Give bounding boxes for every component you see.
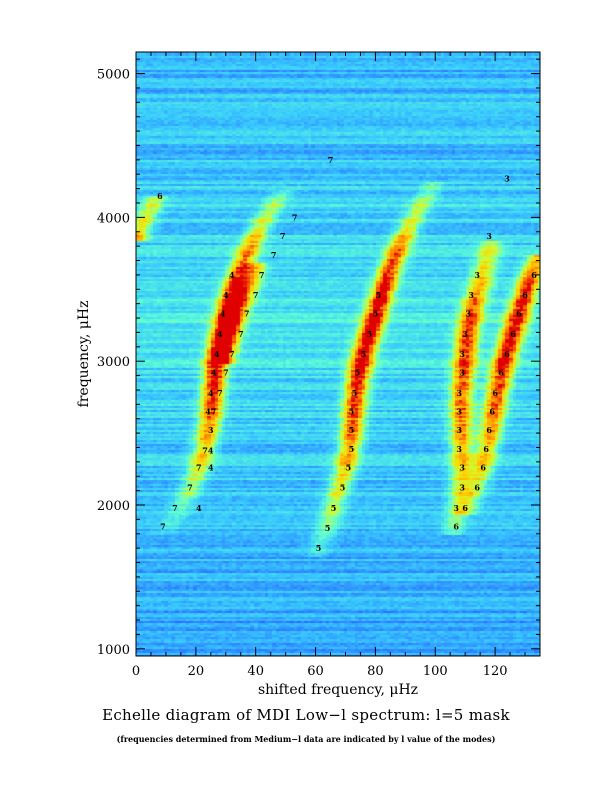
mode-label: 74 bbox=[202, 445, 214, 455]
mode-label: 6 bbox=[504, 349, 510, 359]
echelle-heatmap bbox=[136, 52, 540, 656]
mode-label: 7 bbox=[292, 212, 298, 222]
mode-label: 6 bbox=[474, 483, 480, 493]
mode-label: 3 bbox=[462, 329, 468, 339]
y-axis-title: frequency, μHz bbox=[76, 301, 92, 408]
chart-subtitle: (frequencies determined from Medium−l da… bbox=[116, 734, 496, 744]
mode-label: 6 bbox=[462, 503, 468, 513]
mode-label: 6 bbox=[486, 425, 492, 435]
mode-label: 3 bbox=[456, 444, 462, 454]
chart-title: Echelle diagram of MDI Low−l spectrum: l… bbox=[102, 706, 510, 724]
mode-label: 3 bbox=[465, 309, 471, 319]
mode-label: 6 bbox=[531, 270, 537, 280]
mode-label: 5 bbox=[349, 407, 355, 417]
x-tick-label: 80 bbox=[367, 664, 384, 679]
x-tick-label: 0 bbox=[132, 664, 140, 679]
y-tick-label: 4000 bbox=[97, 211, 130, 226]
mode-label: 6 bbox=[522, 290, 528, 300]
mode-label: 5 bbox=[355, 368, 361, 378]
mode-label: 6 bbox=[453, 522, 459, 532]
mode-label: 7 bbox=[328, 155, 334, 165]
mode-label: 7 bbox=[259, 270, 265, 280]
x-tick-label: 40 bbox=[247, 664, 264, 679]
x-tick-label: 100 bbox=[423, 664, 448, 679]
mode-label: 4 bbox=[223, 290, 229, 300]
plot-frame bbox=[135, 51, 541, 657]
mode-label: 4 bbox=[217, 329, 223, 339]
mode-label: 5 bbox=[349, 444, 355, 454]
mode-label: 6 bbox=[498, 368, 504, 378]
mode-label: 6 bbox=[510, 329, 516, 339]
mode-label: 7 bbox=[196, 463, 202, 473]
mode-label: 3 bbox=[474, 270, 480, 280]
mode-label: 5 bbox=[346, 463, 352, 473]
mode-label: 3 bbox=[456, 388, 462, 398]
mode-label: 5 bbox=[367, 329, 373, 339]
mode-label: 3 bbox=[459, 368, 465, 378]
mode-label: 6 bbox=[489, 407, 495, 417]
y-tick-label: 1000 bbox=[97, 643, 130, 658]
mode-label: 5 bbox=[325, 523, 331, 533]
y-tick-label: 5000 bbox=[97, 68, 130, 83]
mode-label: 5 bbox=[361, 349, 367, 359]
mode-label: 47 bbox=[205, 407, 216, 417]
mode-label: 7 bbox=[172, 503, 178, 513]
mode-label: 5 bbox=[352, 388, 358, 398]
mode-label: 3 bbox=[468, 290, 474, 300]
mode-label: 4 bbox=[214, 349, 220, 359]
mode-label: 7 bbox=[229, 349, 235, 359]
mode-label: 4 bbox=[211, 368, 217, 378]
mode-label: 7 bbox=[244, 309, 250, 319]
mode-label: 3 bbox=[459, 349, 465, 359]
mode-label: 5 bbox=[316, 543, 322, 553]
mode-label: 5 bbox=[340, 483, 346, 493]
mode-label: 7 bbox=[280, 231, 286, 241]
mode-label: 3 bbox=[456, 407, 462, 417]
mode-label: 6 bbox=[157, 191, 163, 201]
mode-label: 3 bbox=[208, 425, 214, 435]
mode-label: 6 bbox=[516, 309, 522, 319]
y-tick-label: 3000 bbox=[97, 355, 130, 370]
mode-label: 5 bbox=[376, 290, 382, 300]
mode-label: 3 bbox=[486, 231, 492, 241]
x-tick-label: 20 bbox=[188, 664, 205, 679]
x-tick-label: 60 bbox=[307, 664, 324, 679]
mode-label: 7 bbox=[217, 388, 223, 398]
mode-label: 3 bbox=[453, 503, 459, 513]
mode-label: 3 bbox=[456, 425, 462, 435]
mode-label: 5 bbox=[373, 309, 379, 319]
mode-label: 5 bbox=[331, 503, 337, 513]
y-tick-label: 2000 bbox=[97, 499, 130, 514]
mode-label: 3 bbox=[459, 483, 465, 493]
mode-label: 6 bbox=[492, 388, 498, 398]
mode-label: 7 bbox=[187, 483, 193, 493]
mode-label: 4 bbox=[196, 503, 202, 513]
mode-label: 7 bbox=[160, 522, 166, 532]
mode-label: 7 bbox=[238, 329, 244, 339]
mode-label: 4 bbox=[229, 270, 235, 280]
x-axis-title: shifted frequency, μHz bbox=[258, 682, 418, 698]
mode-label: 4 bbox=[208, 388, 214, 398]
x-tick-label: 120 bbox=[483, 664, 508, 679]
mode-label: 7 bbox=[253, 290, 259, 300]
mode-label: 6 bbox=[480, 463, 486, 473]
mode-label: 4 bbox=[220, 309, 226, 319]
mode-label: 3 bbox=[504, 174, 510, 184]
mode-label: 5 bbox=[349, 425, 355, 435]
mode-label: 7 bbox=[271, 250, 277, 260]
axis-ticks: 0 20 40 60 80 100 120 1000 2000 3000 4000 5000 bbox=[97, 52, 541, 679]
mode-label: 3 bbox=[459, 463, 465, 473]
mode-label: 4 bbox=[208, 463, 214, 473]
mode-label: 6 bbox=[483, 444, 489, 454]
mode-label: 7 bbox=[223, 368, 229, 378]
